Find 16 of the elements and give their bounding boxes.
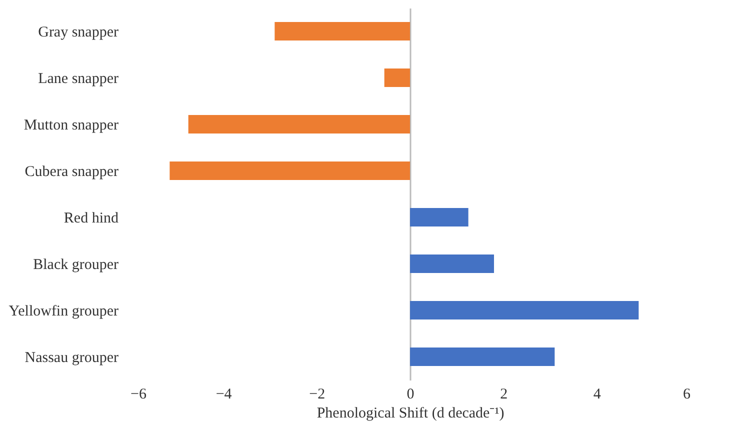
y-tick-label: Lane snapper [38,70,118,87]
x-tick-label: 4 [593,386,602,402]
y-tick-label: Mutton snapper [24,117,118,134]
x-tick-label: 0 [406,386,414,402]
x-tick-label: −2 [309,386,326,402]
y-tick-label: Yellowfin grouper [8,303,119,320]
x-tick-label: −4 [216,386,232,402]
y-tick-label: Black grouper [33,256,118,273]
x-axis-title: Phenological Shift (d decade⁻¹) [316,406,504,422]
y-tick-label: Red hind [64,210,119,226]
x-tick-label: −6 [130,386,147,402]
y-tick-label: Cubera snapper [24,164,118,180]
x-tick-label: 6 [683,386,691,402]
y-tick-label: Gray snapper [38,24,118,40]
y-tick-label: Nassau grouper [24,350,118,366]
x-tick-label: 2 [500,386,508,402]
